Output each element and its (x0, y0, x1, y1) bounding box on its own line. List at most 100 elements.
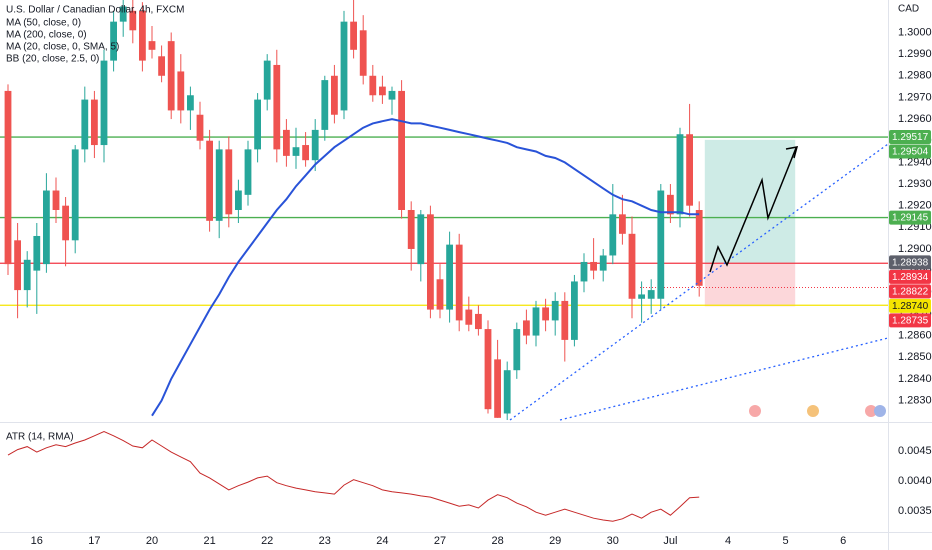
y-tick-label: 1.29600 (898, 113, 932, 125)
candle-body (484, 329, 492, 410)
candle-body (62, 205, 69, 241)
candle-body (321, 80, 329, 130)
candle-body (215, 149, 223, 221)
candle-body (91, 99, 98, 146)
price-label-box (889, 298, 931, 313)
candle-body (196, 114, 204, 141)
y-tick-label: 0.00450 (898, 445, 932, 457)
flag (865, 405, 877, 417)
price-label: 1.29517 (892, 132, 929, 143)
candle-body (686, 134, 693, 206)
x-tick-label: 16 (31, 535, 43, 547)
candle-body (225, 149, 233, 215)
candle-body (695, 210, 703, 286)
x-tick-label: 27 (434, 535, 446, 547)
legend-entry: BB (20, close, 2.5, 0) (6, 54, 99, 65)
candle-body (667, 194, 674, 215)
candle-body (311, 129, 319, 161)
loss-zone (704, 263, 796, 307)
y-tick-label: 1.29800 (898, 70, 932, 82)
candle-body (427, 214, 434, 310)
candle-body (465, 309, 473, 325)
legend-entry: MA (20, close, 0, SMA, 5) (6, 42, 119, 53)
price-label: 1.28938 (892, 258, 929, 269)
candle-body (187, 95, 194, 111)
price-label-box (889, 130, 931, 145)
arrow-head (785, 146, 799, 159)
candle-body (369, 75, 377, 96)
candle-body (379, 86, 386, 96)
x-tick-label: 21 (203, 535, 215, 547)
y-tick-label: 1.29200 (898, 200, 932, 212)
candle-body (628, 233, 636, 299)
candle-body (590, 261, 597, 271)
candle-body (254, 99, 261, 150)
candle-body (206, 140, 213, 221)
candle-body (619, 214, 626, 234)
candle-body (359, 30, 367, 76)
candle-body (417, 214, 425, 265)
candle-body (609, 214, 617, 256)
trend-line (509, 143, 889, 421)
atr-line (7, 431, 700, 522)
y-tick-label: 1.30000 (898, 26, 932, 38)
candle-body (129, 10, 137, 31)
candle-body (657, 190, 665, 299)
candle-body (455, 244, 463, 321)
price-label: 1.28822 (892, 287, 929, 298)
x-tick-label: 24 (376, 535, 388, 547)
x-tick-label: 17 (88, 535, 100, 547)
x-tick-label: Jul (663, 535, 677, 547)
position-tool (704, 139, 796, 307)
x-tick-label: 30 (607, 535, 619, 547)
candle-body (436, 279, 444, 310)
price-label-box (889, 144, 931, 159)
candle-body (676, 134, 684, 215)
candle-body (350, 21, 357, 50)
price-label-box (889, 210, 931, 225)
candle-body (388, 90, 396, 100)
candle-body (23, 259, 31, 291)
trend-line (559, 337, 889, 421)
price-label-box (889, 313, 931, 328)
candle-body (4, 90, 12, 265)
event-flags (749, 405, 886, 417)
y-tick-label: 1.29000 (898, 243, 932, 255)
candle-body (14, 240, 21, 291)
currency: CAD (898, 4, 919, 15)
candle-body (33, 235, 41, 271)
price-label: 1.29145 (892, 213, 929, 224)
candle-body (580, 261, 588, 282)
y-tick-label: 1.28400 (898, 373, 932, 385)
candle-body (407, 210, 415, 249)
candle-body (119, 6, 127, 22)
price-label: 1.28735 (892, 316, 929, 327)
candle-body (302, 145, 309, 161)
candle-body (599, 255, 607, 271)
x-tick-label: 4 (725, 535, 731, 547)
atr-title: ATR (14, RMA) (6, 432, 74, 443)
price-label-box (889, 269, 931, 284)
x-tick-label: 29 (549, 535, 561, 547)
price-label: 1.29504 (892, 147, 929, 158)
candle-body (158, 56, 165, 76)
candle-body (81, 99, 89, 150)
candle-body (244, 149, 252, 195)
candle-body (398, 90, 405, 210)
candle-body (43, 190, 50, 265)
candle-body (551, 300, 559, 321)
candle-body (100, 60, 108, 146)
plot (4, 0, 703, 522)
candle-body (532, 307, 540, 336)
candle-body (571, 281, 578, 340)
candle-body (513, 329, 521, 371)
candle-body (340, 21, 348, 111)
y-tick-label: 1.29900 (898, 48, 932, 60)
candle-body (542, 307, 549, 321)
x-tick-label: 5 (783, 535, 789, 547)
projection-arrow (709, 147, 797, 273)
candle-body (177, 71, 185, 111)
